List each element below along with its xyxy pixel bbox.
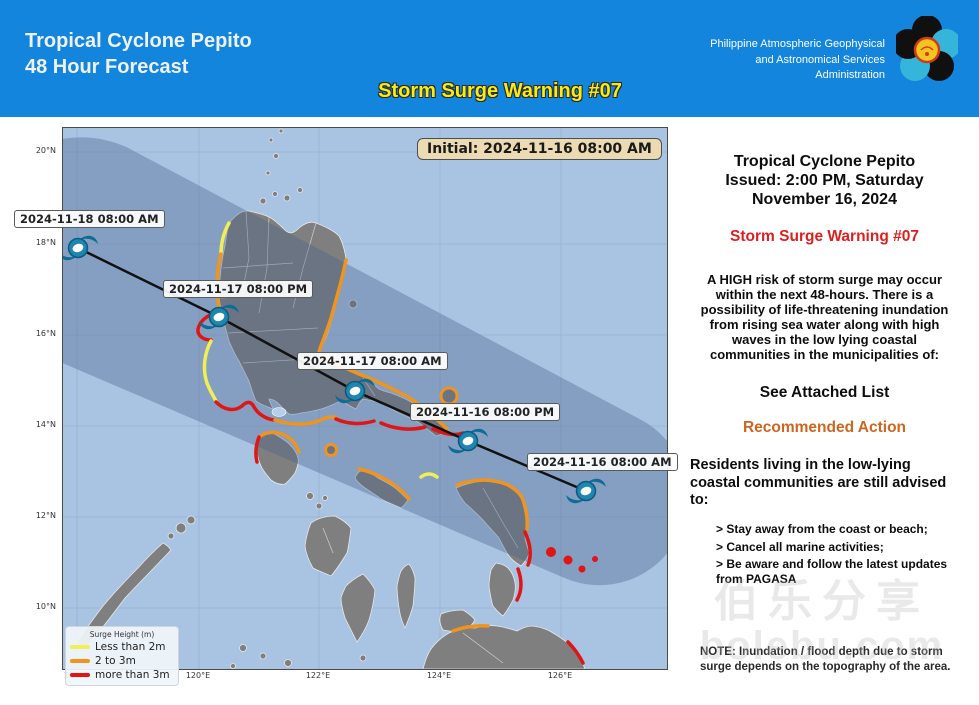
agency-line1: Philippine Atmospheric Geophysical bbox=[710, 38, 885, 50]
y-tick-16n: 16°N bbox=[35, 329, 56, 338]
x-tick-122e: 122°E bbox=[305, 671, 331, 680]
x-tick-126e: 126°E bbox=[547, 671, 573, 680]
advisory-panel: Tropical Cyclone Pepito Issued: 2:00 PM,… bbox=[670, 117, 979, 705]
header-bar: Tropical Cyclone Pepito 48 Hour Forecast… bbox=[0, 0, 979, 117]
agency-name: Philippine Atmospheric Geophysical and A… bbox=[710, 37, 885, 84]
storm-surge-warning-heading: Storm Surge Warning #07 bbox=[730, 227, 919, 245]
advisory-title-line1: Tropical Cyclone Pepito bbox=[733, 153, 916, 170]
track-label-18am: 2024-11-18 08:00 AM bbox=[14, 210, 165, 228]
red-swatch-icon bbox=[70, 673, 90, 677]
legend-item-more-3m: more than 3m bbox=[70, 669, 174, 681]
residents-advisory-text: Residents living in the low-lying coasta… bbox=[690, 457, 947, 509]
page-title: Tropical Cyclone Pepito 48 Hour Forecast bbox=[25, 28, 252, 80]
philippines-landmass bbox=[76, 128, 586, 669]
page-title-line2: 48 Hour Forecast bbox=[25, 56, 189, 78]
page-title-line1: Tropical Cyclone Pepito bbox=[25, 30, 252, 52]
legend-title: Surge Height (m) bbox=[89, 630, 155, 639]
track-label-16am: 2024-11-16 08:00 AM bbox=[527, 453, 678, 471]
advisory-bullet-list: > Stay away from the coast or beach; > C… bbox=[716, 522, 960, 587]
y-tick-18n: 18°N bbox=[35, 238, 56, 247]
legend-item-2-3m: 2 to 3m bbox=[70, 655, 174, 667]
legend-label: Less than 2m bbox=[95, 641, 166, 653]
x-tick-120e: 120°E bbox=[185, 671, 211, 680]
surge-height-legend: Surge Height (m) Less than 2m 2 to 3m mo… bbox=[65, 626, 179, 686]
yellow-swatch-icon bbox=[70, 645, 90, 649]
bullet-cancel-marine: > Cancel all marine activities; bbox=[716, 539, 884, 554]
y-tick-20n: 20°N bbox=[35, 146, 56, 155]
recommended-action-heading: Recommended Action bbox=[742, 419, 907, 437]
y-tick-14n: 14°N bbox=[35, 420, 56, 429]
track-label-16pm: 2024-11-16 08:00 PM bbox=[410, 403, 561, 421]
forecast-map bbox=[62, 127, 668, 670]
initial-position-label: Initial: 2024-11-16 08:00 AM bbox=[417, 138, 662, 160]
track-label-17am: 2024-11-17 08:00 AM bbox=[297, 352, 448, 370]
agency-line3: Administration bbox=[815, 69, 885, 82]
advisory-title-line2: Issued: 2:00 PM, Saturday bbox=[725, 171, 924, 189]
advisory-title: Tropical Cyclone Pepito Issued: 2:00 PM,… bbox=[670, 153, 979, 210]
storm-surge-warning-banner: Storm Surge Warning #07 bbox=[378, 80, 622, 102]
agency-line2: and Astronomical Services bbox=[755, 53, 885, 66]
track-label-17pm: 2024-11-17 08:00 PM bbox=[163, 280, 314, 298]
inundation-note: NOTE: Inundation / flood depth due to st… bbox=[700, 646, 951, 673]
advisory-body-text: A HIGH risk of storm surge may occur wit… bbox=[700, 271, 949, 363]
y-tick-10n: 10°N bbox=[35, 602, 56, 611]
legend-label: more than 3m bbox=[95, 669, 170, 681]
forecast-map-figure: 20°N 18°N 16°N 14°N 12°N 10°N 118°E 120°… bbox=[0, 117, 678, 705]
legend-item-less-2m: Less than 2m bbox=[70, 641, 174, 653]
laguna-lake bbox=[271, 407, 287, 417]
bullet-follow-updates: > Be aware and follow the latest updates… bbox=[716, 556, 948, 587]
x-tick-124e: 124°E bbox=[426, 671, 452, 680]
advisory-title-line3: November 16, 2024 bbox=[752, 190, 897, 208]
bullet-stay-away: > Stay away from the coast or beach; bbox=[716, 522, 928, 537]
y-tick-12n: 12°N bbox=[35, 511, 56, 520]
orange-swatch-icon bbox=[70, 659, 90, 663]
surge-red-islets bbox=[546, 547, 598, 573]
pagasa-logo-icon bbox=[893, 15, 961, 89]
legend-label: 2 to 3m bbox=[95, 655, 136, 667]
see-attached-list: See Attached List bbox=[759, 384, 890, 402]
